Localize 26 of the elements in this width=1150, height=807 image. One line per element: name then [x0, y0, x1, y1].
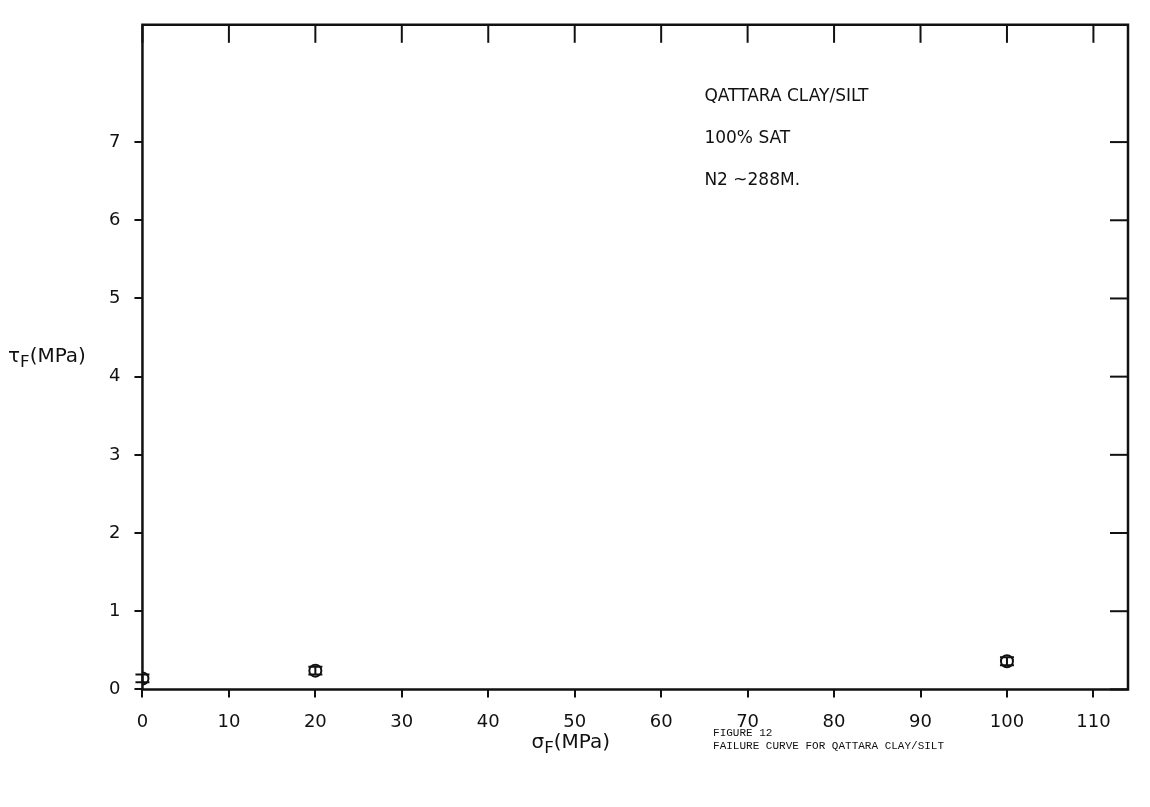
y-tick-label: 6	[109, 207, 121, 229]
y-tick-label: 5	[109, 286, 121, 308]
x-tick-label: 50	[563, 709, 587, 731]
text: FAILURE CURVE FOR QATTARA CLAY/SILT	[713, 740, 945, 754]
x-tick-label: 0	[136, 709, 149, 731]
annotation: QATTARA CLAY/SILT	[704, 84, 869, 105]
y-tick-label: 4	[109, 364, 121, 386]
x-tick-label: 20	[303, 709, 327, 731]
y-axis-title: τ$_{F}$(MPa)	[8, 343, 86, 372]
x-tick-label: 40	[476, 709, 500, 731]
x-tick-label: 10	[217, 709, 241, 731]
annotation: N2 ~288M.	[704, 168, 801, 189]
y-tick-label: 1	[109, 598, 121, 620]
annotation: 100% SAT	[704, 126, 791, 147]
x-tick-label: 100	[989, 709, 1025, 731]
y-tick-label: 0	[109, 677, 121, 699]
x-tick-label: 80	[822, 709, 846, 731]
x-axis-title: σ$_{F}$(MPa)	[531, 729, 611, 758]
x-tick-label: 90	[909, 709, 932, 731]
x-tick-label: 110	[1076, 709, 1111, 731]
y-tick-label: 3	[109, 442, 121, 464]
y-tick-label: 7	[109, 129, 121, 151]
x-tick-label: 60	[649, 709, 673, 731]
x-tick-label: 30	[390, 709, 414, 731]
y-tick-label: 2	[109, 520, 121, 542]
caption: FIGURE 12	[713, 727, 773, 741]
